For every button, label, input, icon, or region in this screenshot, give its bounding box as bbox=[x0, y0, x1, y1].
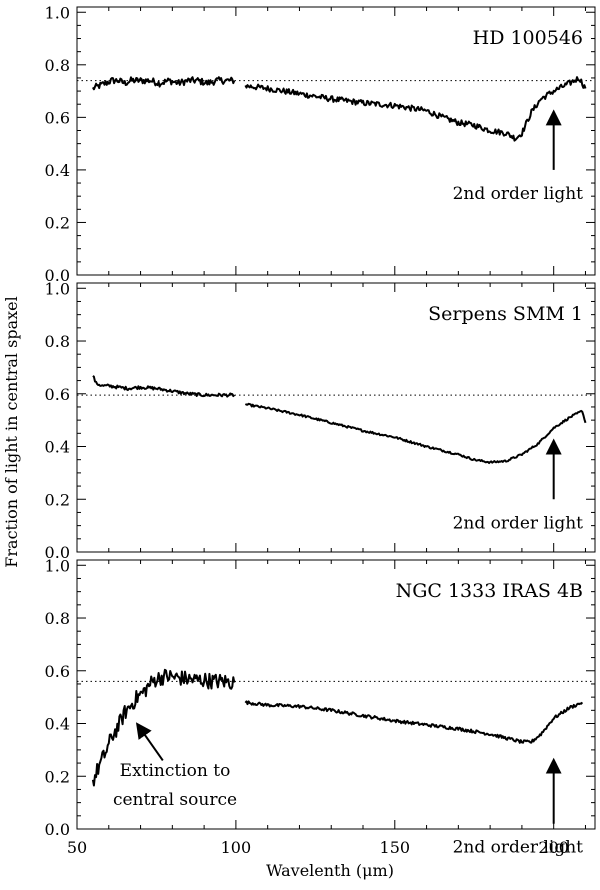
x-tick-label: 100 bbox=[221, 838, 252, 857]
y-tick-label: 0.4 bbox=[45, 161, 70, 180]
y-tick-label: 0.0 bbox=[45, 820, 70, 839]
panel-3: 0.0 0.2 0.4 0.6 0.8 1.0 50 100 150 200 NGC 1333 IR… bbox=[45, 556, 596, 858]
panel-title: HD 100546 bbox=[473, 27, 583, 49]
y-tick-label: 0.6 bbox=[45, 662, 70, 681]
x-axis-label: Wavelenth (μm) bbox=[266, 861, 394, 880]
annotation-label: 2nd order light bbox=[453, 184, 584, 204]
y-tick-label: 0.2 bbox=[45, 213, 70, 232]
panel-title: NGC 1333 IRAS 4B bbox=[396, 580, 583, 602]
series-blue bbox=[91, 668, 236, 787]
y-tick-label: 0.8 bbox=[45, 609, 70, 628]
y-tick-label: 0.6 bbox=[45, 385, 70, 404]
x-tick-label: 200 bbox=[538, 838, 569, 857]
annotation-label: central source bbox=[113, 790, 237, 810]
plot-frame bbox=[76, 6, 596, 276]
y-tick-label: 0.0 bbox=[45, 543, 70, 562]
y-axis-label: Fraction of light in central spaxel bbox=[2, 296, 21, 567]
plot-frame bbox=[76, 559, 596, 830]
x-tick-label: 150 bbox=[380, 838, 411, 857]
y-tick-label: 1.0 bbox=[45, 556, 70, 575]
series-red bbox=[244, 402, 587, 465]
y-tick-label: 0.4 bbox=[45, 438, 70, 457]
plot-frame bbox=[76, 282, 596, 553]
y-tick-label: 0.8 bbox=[45, 56, 70, 75]
series-red bbox=[244, 76, 587, 142]
series-blue bbox=[92, 76, 236, 91]
y-tick-label: 0.2 bbox=[45, 767, 70, 786]
y-tick-label: 1.0 bbox=[45, 3, 70, 22]
y-tick-label: 0.2 bbox=[45, 490, 70, 509]
y-tick-label: 1.0 bbox=[45, 279, 70, 298]
panel-title: Serpens SMM 1 bbox=[428, 303, 583, 325]
annotation-label: 2nd order light bbox=[453, 513, 584, 533]
series-red bbox=[244, 700, 584, 744]
y-tick-label: 0.6 bbox=[45, 108, 70, 127]
panel-2: 0.0 0.2 0.4 0.6 0.8 1.0 Serpens SMM 1 2nd order… bbox=[45, 279, 596, 562]
annotation-label: 2nd order light bbox=[453, 838, 584, 858]
annotation-label: Extinction to bbox=[120, 761, 231, 781]
x-tick-label: 50 bbox=[67, 838, 87, 857]
y-tick-label: 0.8 bbox=[45, 332, 70, 351]
y-tick-label: 0.0 bbox=[45, 266, 70, 285]
panel-1: 0.0 0.2 0.4 0.6 0.8 1.0 HD 100546 2nd order lig… bbox=[45, 3, 596, 285]
annotation-arrow bbox=[135, 722, 164, 762]
series-blue bbox=[92, 375, 236, 398]
y-tick-label: 0.4 bbox=[45, 715, 70, 734]
